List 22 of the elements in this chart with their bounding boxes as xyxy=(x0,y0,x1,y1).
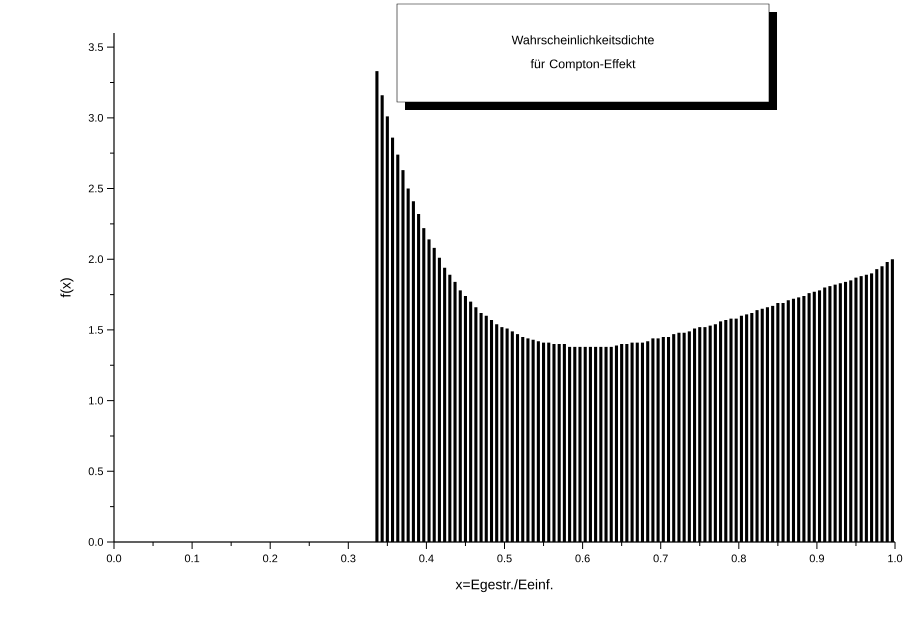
x-tick-label: 0.9 xyxy=(810,554,824,562)
y-tick-label: 2.0 xyxy=(88,255,104,264)
y-tick-label: 3.5 xyxy=(88,43,104,52)
x-tick-label: 0.8 xyxy=(732,554,746,562)
x-tick-label: 0.6 xyxy=(575,554,590,562)
x-tick-label: 0.0 xyxy=(106,554,122,562)
x-tick-label: 0.3 xyxy=(341,554,356,562)
y-tick-label: 0.0 xyxy=(88,538,104,546)
x-tick-label: 0.7 xyxy=(654,554,668,562)
text: Wahrscheinlichkeitsdichte für Compton-Effekt xyxy=(512,35,654,71)
x-tick-label: 1.0 xyxy=(888,554,902,562)
x-tick-label: 0.1 xyxy=(184,554,200,562)
y-axis-title: f(x) xyxy=(60,278,74,298)
y-tick-label: 3.0 xyxy=(88,114,104,122)
x-axis-title: x=Egestr./Eeinf. xyxy=(456,579,552,592)
x-tick-label: 0.2 xyxy=(263,554,278,562)
y-tick-label: 1.5 xyxy=(89,326,104,334)
x-tick-label: 0.5 xyxy=(497,554,512,562)
x-tick-label: 0.4 xyxy=(419,554,434,562)
y-tick-label: 1.0 xyxy=(89,396,104,404)
y-tick-label: 2.5 xyxy=(88,184,104,192)
y-tick-label: 0.5 xyxy=(88,467,104,476)
